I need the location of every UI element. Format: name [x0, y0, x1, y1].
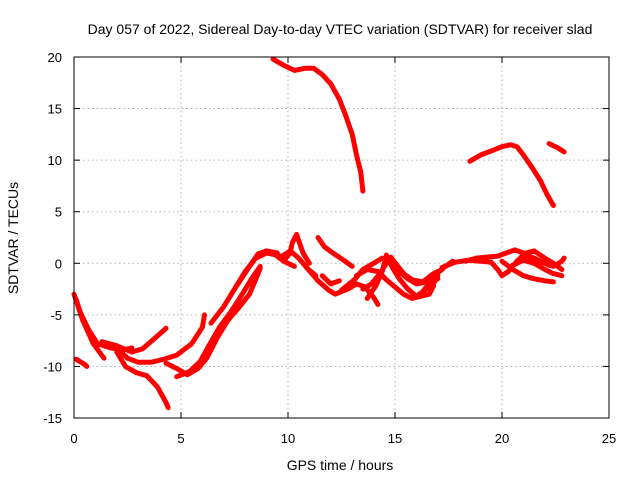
series-line-arc-24: [510, 257, 565, 279]
y-tick-label: 10: [48, 153, 62, 168]
y-tick-label: -15: [43, 411, 62, 426]
plot-frame: [73, 56, 610, 419]
y-tick-label: -5: [50, 308, 62, 323]
x-tick-label: 15: [388, 431, 402, 446]
x-tick-label: 10: [281, 431, 295, 446]
x-tick-labels: 0 5 10 15 20 25: [70, 431, 616, 446]
x-axis-label: GPS time / hours: [287, 457, 394, 473]
y-tick-label: 0: [55, 256, 62, 271]
x-tick-label: 25: [602, 431, 616, 446]
y-axis-label: SDTVAR / TECUs: [5, 182, 21, 294]
series-line-arc-2: [73, 296, 107, 361]
series-line-arc-5: [114, 312, 207, 365]
y-tick-label: 15: [48, 102, 62, 117]
series-line-arc-17: [354, 267, 436, 301]
series-line-arc-8: [174, 263, 263, 380]
series-line-arc-27: [467, 142, 556, 208]
y-tick-labels: -15 -10 -5 0 5 10 15 20: [43, 50, 62, 426]
series-line-arc-10: [234, 248, 280, 289]
axis-ticks: [73, 56, 610, 419]
series-line-arc-15: [319, 273, 342, 287]
series-line-arc-3: [73, 356, 90, 369]
series-line-arc-23: [499, 258, 556, 285]
y-tick-label: -10: [43, 359, 62, 374]
series-line-arc-25: [520, 252, 567, 269]
series-line-arc-6: [114, 349, 171, 411]
x-tick-label: 5: [177, 431, 184, 446]
y-tick-label: 5: [55, 205, 62, 220]
chart-title: Day 057 of 2022, Sidereal Day-to-day VTE…: [88, 21, 593, 37]
series-line-arc-13: [315, 235, 355, 269]
x-tick-label: 0: [70, 431, 77, 446]
series-line-arc-28: [546, 141, 567, 155]
series-line-arc-11: [270, 250, 297, 269]
x-tick-label: 20: [495, 431, 509, 446]
series-line-arc-9: [208, 231, 312, 326]
data-traces: [71, 56, 567, 411]
y-tick-label: 20: [48, 50, 62, 65]
series-line-arc-26: [270, 56, 366, 194]
